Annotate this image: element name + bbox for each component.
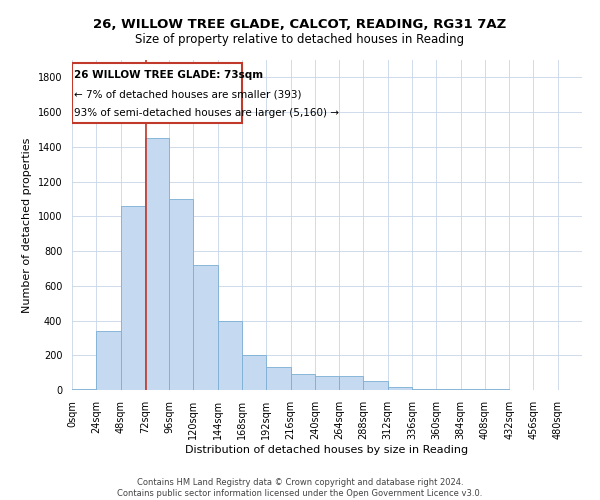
Text: Contains HM Land Registry data © Crown copyright and database right 2024.
Contai: Contains HM Land Registry data © Crown c… xyxy=(118,478,482,498)
Bar xyxy=(461,389,485,390)
Bar xyxy=(315,376,339,390)
Bar xyxy=(169,199,193,390)
Text: 93% of semi-detached houses are larger (5,160) →: 93% of semi-detached houses are larger (… xyxy=(74,108,339,118)
Bar xyxy=(242,356,266,390)
Bar xyxy=(96,331,121,390)
Bar xyxy=(485,389,509,390)
Bar xyxy=(145,138,169,390)
Bar xyxy=(218,320,242,390)
Bar xyxy=(412,389,436,390)
Text: ← 7% of detached houses are smaller (393): ← 7% of detached houses are smaller (393… xyxy=(74,90,302,100)
Text: 26 WILLOW TREE GLADE: 73sqm: 26 WILLOW TREE GLADE: 73sqm xyxy=(74,70,263,81)
Bar xyxy=(266,368,290,390)
Bar xyxy=(436,389,461,390)
X-axis label: Distribution of detached houses by size in Reading: Distribution of detached houses by size … xyxy=(185,444,469,454)
Bar xyxy=(193,265,218,390)
Bar xyxy=(72,389,96,390)
FancyBboxPatch shape xyxy=(72,64,242,124)
Bar xyxy=(388,386,412,390)
Bar xyxy=(364,382,388,390)
Text: 26, WILLOW TREE GLADE, CALCOT, READING, RG31 7AZ: 26, WILLOW TREE GLADE, CALCOT, READING, … xyxy=(94,18,506,30)
Bar xyxy=(290,374,315,390)
Bar xyxy=(121,206,145,390)
Y-axis label: Number of detached properties: Number of detached properties xyxy=(22,138,32,312)
Bar xyxy=(339,376,364,390)
Text: Size of property relative to detached houses in Reading: Size of property relative to detached ho… xyxy=(136,32,464,46)
